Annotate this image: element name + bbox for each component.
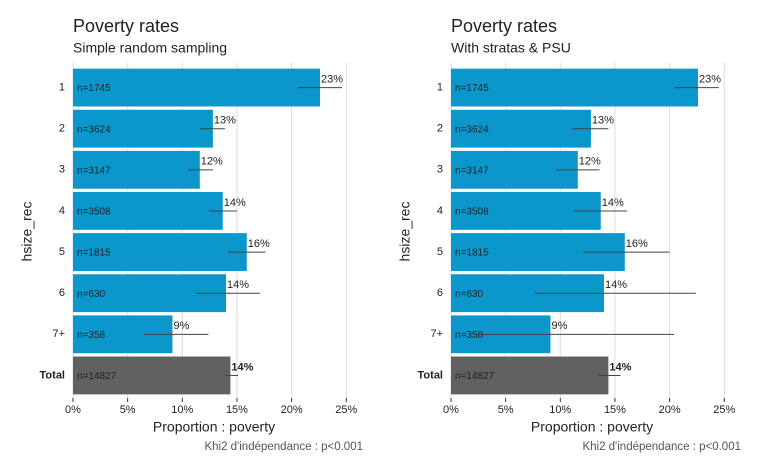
y-tick-label: 5: [437, 246, 443, 258]
bar: [73, 356, 231, 395]
y-tick-label: 4: [59, 205, 65, 217]
chart-title: Poverty rates: [451, 16, 557, 36]
y-tick-label: 3: [59, 164, 65, 176]
x-tick-label: 0%: [443, 404, 459, 416]
value-label: 9%: [551, 320, 567, 332]
y-tick-label: 2: [437, 123, 443, 135]
n-label: n=3508: [455, 207, 489, 218]
y-tick-label: 4: [437, 205, 443, 217]
bar: [73, 109, 213, 148]
n-label: n=358: [77, 330, 106, 341]
y-tick-label: 5: [59, 246, 65, 258]
x-tick-label: 25%: [335, 404, 357, 416]
chart-subtitle: Simple random sampling: [73, 40, 227, 56]
y-tick-label: 7+: [52, 328, 65, 340]
value-label: 12%: [201, 156, 223, 168]
x-tick-label: 5%: [120, 404, 136, 416]
y-axis-label: hsize_rec: [397, 202, 413, 262]
n-label: n=3624: [77, 124, 111, 135]
x-tick-label: 15%: [604, 404, 626, 416]
n-label: n=3508: [77, 207, 111, 218]
value-label: 9%: [173, 320, 189, 332]
value-label: 16%: [248, 238, 270, 250]
y-tick-label: 7+: [430, 328, 443, 340]
n-label: n=14827: [455, 371, 495, 382]
n-label: n=1815: [77, 248, 111, 259]
y-tick-label: Total: [418, 369, 443, 381]
n-label: n=14827: [77, 371, 117, 382]
x-axis-label: Proportion : poverty: [153, 419, 275, 435]
chart-subtitle: With stratas & PSU: [451, 40, 571, 56]
x-tick-label: 20%: [659, 404, 681, 416]
y-tick-label: 6: [437, 287, 443, 299]
value-label: 12%: [579, 156, 601, 168]
y-tick-label: 3: [437, 164, 443, 176]
value-label: 16%: [626, 238, 648, 250]
bar: [73, 150, 200, 189]
chart-title: Poverty rates: [73, 16, 179, 36]
x-tick-label: 25%: [713, 404, 735, 416]
value-label: 14%: [227, 279, 249, 291]
y-axis-label: hsize_rec: [19, 202, 35, 262]
n-label: n=3147: [455, 165, 489, 176]
value-label: 13%: [592, 115, 614, 127]
value-label: 14%: [609, 361, 631, 373]
n-label: n=1815: [455, 248, 489, 259]
n-label: n=630: [455, 289, 484, 300]
bar: [451, 356, 609, 395]
n-label: n=1745: [455, 83, 489, 94]
n-label: n=358: [455, 330, 484, 341]
x-tick-label: 10%: [549, 404, 571, 416]
caption: Khi2 d'indépendance : p<0.001: [204, 441, 363, 453]
value-label: 14%: [602, 197, 624, 209]
x-tick-label: 10%: [171, 404, 193, 416]
x-tick-label: 0%: [65, 404, 81, 416]
bar: [73, 68, 321, 107]
value-label: 14%: [231, 361, 253, 373]
bar: [73, 192, 223, 230]
bar: [451, 68, 699, 107]
y-tick-label: 6: [59, 287, 65, 299]
y-tick-label: Total: [40, 369, 65, 381]
n-label: n=3624: [455, 124, 489, 135]
x-tick-label: 5%: [498, 404, 514, 416]
value-label: 23%: [699, 73, 721, 85]
value-label: 14%: [605, 279, 627, 291]
n-label: n=630: [77, 289, 106, 300]
value-label: 23%: [321, 73, 343, 85]
caption: Khi2 d'indépendance : p<0.001: [582, 441, 741, 453]
n-label: n=1745: [77, 83, 111, 94]
bar: [451, 109, 591, 148]
value-label: 13%: [214, 115, 236, 127]
x-tick-label: 15%: [226, 404, 248, 416]
value-label: 14%: [224, 197, 246, 209]
y-tick-label: 1: [59, 81, 65, 93]
bar: [73, 233, 247, 271]
x-tick-label: 20%: [281, 404, 303, 416]
y-tick-label: 1: [437, 81, 443, 93]
y-tick-label: 2: [59, 123, 65, 135]
x-axis-label: Proportion : poverty: [531, 419, 653, 435]
n-label: n=3147: [77, 165, 111, 176]
